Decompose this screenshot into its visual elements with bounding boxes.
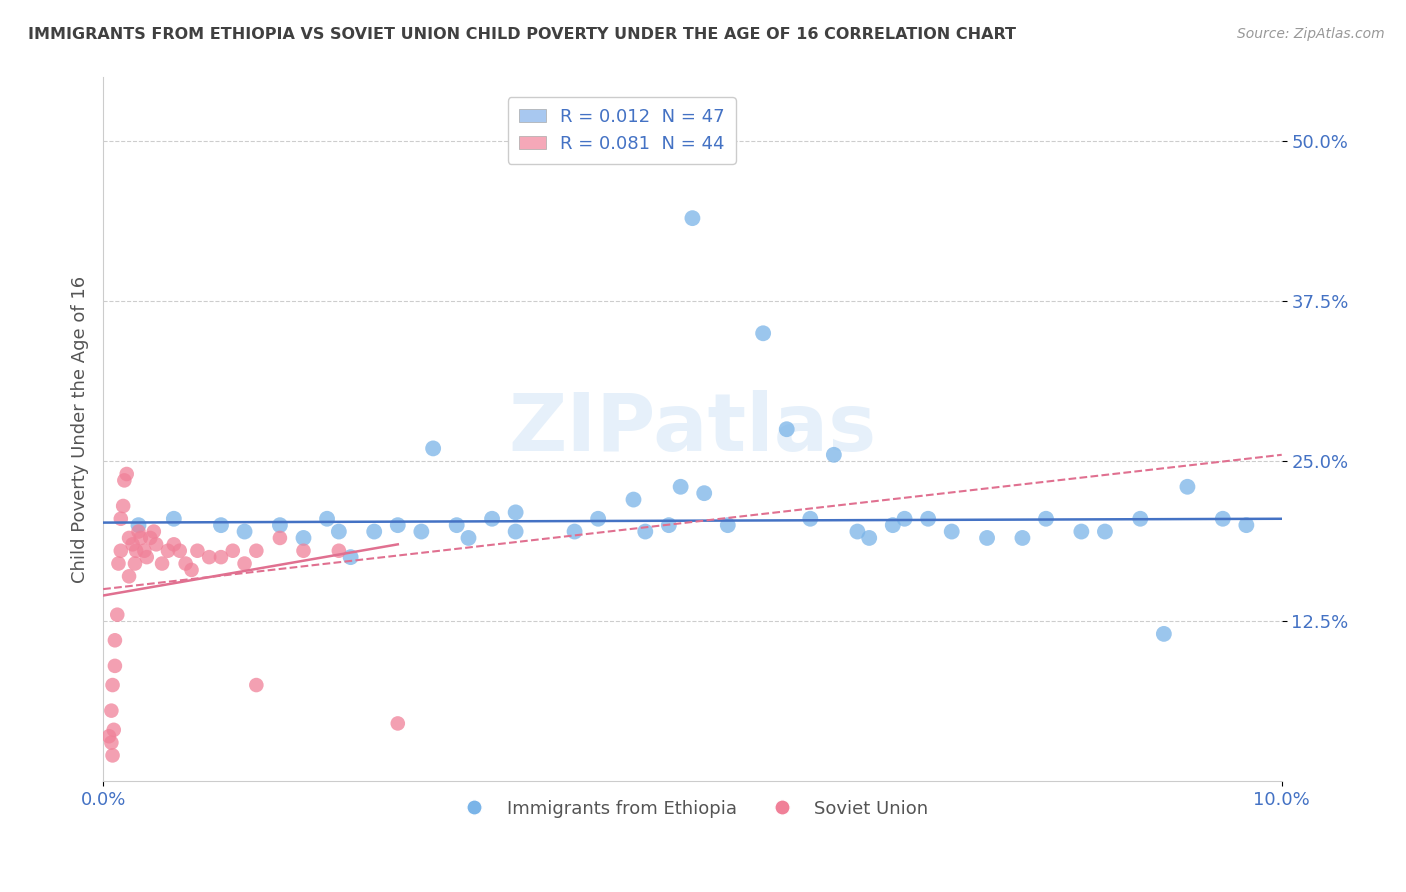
Point: [198, 550, 221, 565]
Point: [127, 518, 149, 533]
Point: [328, 524, 350, 539]
Point: [269, 518, 291, 533]
Point: [98, 729, 121, 743]
Point: [586, 512, 609, 526]
Text: ZIPatlas: ZIPatlas: [509, 390, 876, 468]
Point: [976, 531, 998, 545]
Point: [100, 704, 122, 718]
Point: [100, 736, 122, 750]
Point: [110, 512, 132, 526]
Point: [634, 524, 657, 539]
Point: [139, 531, 162, 545]
Point: [292, 543, 315, 558]
Point: [846, 524, 869, 539]
Point: [134, 543, 156, 558]
Point: [1212, 512, 1234, 526]
Point: [150, 557, 173, 571]
Point: [145, 537, 167, 551]
Point: [269, 531, 291, 545]
Point: [669, 480, 692, 494]
Point: [1153, 627, 1175, 641]
Point: [1011, 531, 1033, 545]
Point: [858, 531, 880, 545]
Point: [222, 543, 245, 558]
Point: [115, 467, 138, 481]
Point: [1129, 512, 1152, 526]
Point: [387, 518, 409, 533]
Point: [209, 518, 232, 533]
Point: [411, 524, 433, 539]
Point: [292, 531, 315, 545]
Point: [893, 512, 915, 526]
Point: [104, 633, 127, 648]
Point: [209, 550, 232, 565]
Point: [163, 537, 186, 551]
Point: [124, 557, 146, 571]
Point: [422, 442, 444, 456]
Point: [316, 512, 339, 526]
Point: [101, 678, 124, 692]
Point: [681, 211, 703, 226]
Point: [118, 569, 141, 583]
Point: [1234, 518, 1257, 533]
Point: [110, 543, 132, 558]
Point: [882, 518, 904, 533]
Point: [107, 557, 129, 571]
Point: [941, 524, 963, 539]
Point: [799, 512, 821, 526]
Text: Source: ZipAtlas.com: Source: ZipAtlas.com: [1237, 27, 1385, 41]
Point: [127, 524, 149, 539]
Point: [717, 518, 740, 533]
Point: [1177, 480, 1199, 494]
Point: [245, 678, 267, 692]
Point: [446, 518, 468, 533]
Point: [505, 524, 527, 539]
Point: [112, 474, 135, 488]
Point: [917, 512, 939, 526]
Point: [339, 550, 361, 565]
Point: [623, 492, 645, 507]
Point: [1094, 524, 1116, 539]
Point: [105, 607, 128, 622]
Point: [658, 518, 681, 533]
Point: [505, 505, 527, 519]
Point: [163, 512, 186, 526]
Point: [156, 543, 179, 558]
Point: [135, 550, 157, 565]
Point: [823, 448, 845, 462]
Text: IMMIGRANTS FROM ETHIOPIA VS SOVIET UNION CHILD POVERTY UNDER THE AGE OF 16 CORRE: IMMIGRANTS FROM ETHIOPIA VS SOVIET UNION…: [28, 27, 1017, 42]
Point: [387, 716, 409, 731]
Point: [363, 524, 385, 539]
Point: [103, 723, 125, 737]
Point: [174, 557, 197, 571]
Point: [1070, 524, 1092, 539]
Point: [1035, 512, 1057, 526]
Point: [104, 658, 127, 673]
Point: [169, 543, 191, 558]
Point: [129, 531, 152, 545]
Point: [776, 422, 799, 436]
Point: [693, 486, 716, 500]
Point: [564, 524, 586, 539]
Legend: Immigrants from Ethiopia, Soviet Union: Immigrants from Ethiopia, Soviet Union: [449, 792, 936, 825]
Point: [481, 512, 503, 526]
Y-axis label: Child Poverty Under the Age of 16: Child Poverty Under the Age of 16: [72, 276, 89, 582]
Point: [112, 499, 135, 513]
Point: [233, 524, 256, 539]
Point: [125, 543, 148, 558]
Point: [121, 537, 143, 551]
Point: [752, 326, 775, 341]
Point: [186, 543, 208, 558]
Point: [328, 543, 350, 558]
Point: [142, 524, 165, 539]
Point: [233, 557, 256, 571]
Point: [101, 748, 124, 763]
Point: [245, 543, 267, 558]
Point: [118, 531, 141, 545]
Point: [180, 563, 202, 577]
Point: [457, 531, 479, 545]
